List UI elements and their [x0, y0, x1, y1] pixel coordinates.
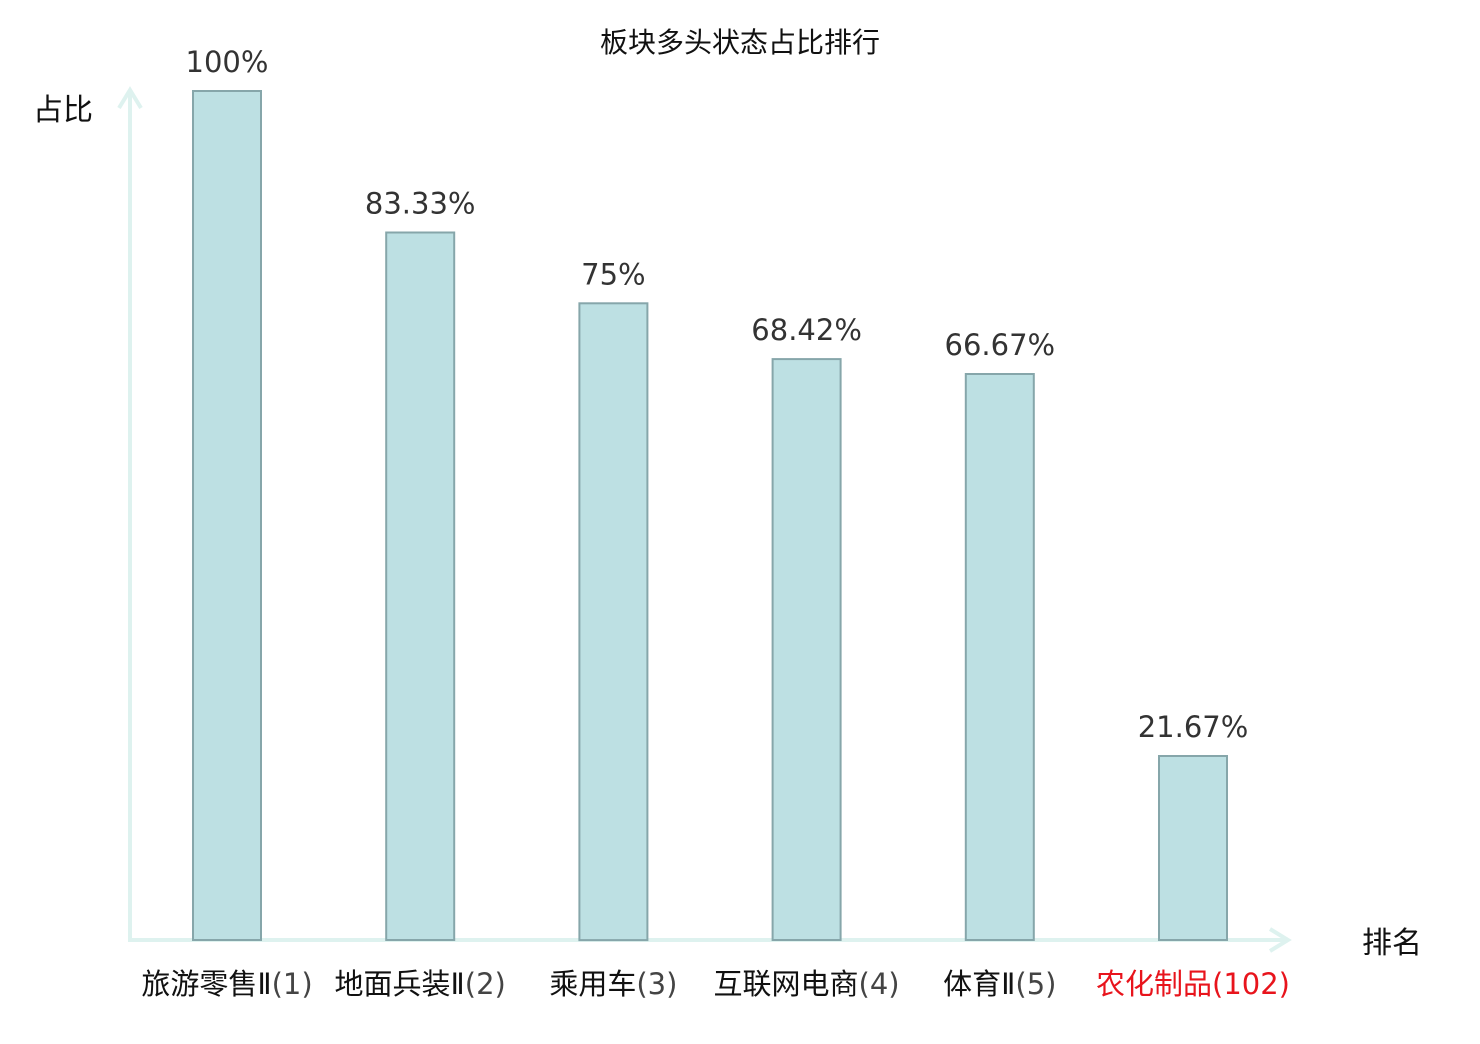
category-name: 地面兵装Ⅱ [335, 967, 465, 1001]
bar-4 [771, 358, 842, 942]
category-name: 农化制品 [1096, 967, 1212, 1001]
bar-5 [964, 373, 1035, 941]
category-tick-1: 旅游零售Ⅱ(1) [141, 967, 312, 1001]
value-label-1: 100% [186, 45, 269, 79]
value-label-5: 66.67% [945, 328, 1056, 362]
category-name: 乘用车 [549, 967, 636, 1001]
category-name: 互联网电商 [714, 967, 859, 1001]
bar-6 [1158, 755, 1228, 941]
chart-title: 板块多头状态占比排行 [600, 26, 880, 59]
category-name: 旅游零售Ⅱ [141, 967, 271, 1001]
category-rank: (5) [1015, 967, 1056, 1001]
value-label-4: 68.42% [751, 313, 862, 347]
category-rank: (2) [465, 967, 506, 1001]
bar-2 [385, 231, 456, 941]
bar-3 [578, 302, 649, 942]
category-name: 体育Ⅱ [943, 967, 1015, 1001]
category-rank: (3) [636, 967, 677, 1001]
category-rank: (102) [1212, 967, 1290, 1001]
category-ticks-group: 旅游零售Ⅱ(1) 地面兵装Ⅱ(2) 乘用车(3) 互联网电商(4) 体育Ⅱ(5) 农化制品… [141, 967, 1290, 1001]
value-label-2: 83.33% [365, 187, 476, 221]
x-axis-arrow-icon [1268, 927, 1292, 953]
value-label-6: 21.67% [1138, 710, 1249, 744]
bar-1 [192, 90, 262, 941]
category-tick-5: 体育Ⅱ(5) [943, 967, 1056, 1001]
value-labels-group: 100% 83.33% 75% 68.42% 66.67% 21.67% [186, 45, 1249, 744]
category-tick-3: 乘用车(3) [549, 967, 677, 1001]
y-axis-label: 占比 [33, 93, 93, 128]
y-axis-arrow-icon [117, 86, 143, 110]
category-tick-6: 农化制品(102) [1096, 967, 1290, 1001]
category-tick-2: 地面兵装Ⅱ(2) [335, 967, 506, 1001]
category-rank: (4) [859, 967, 900, 1001]
x-axis-label: 排名 [1362, 926, 1422, 961]
bars-group [192, 90, 1228, 942]
category-rank: (1) [272, 967, 313, 1001]
category-tick-4: 互联网电商(4) [714, 967, 900, 1001]
value-label-3: 75% [581, 257, 645, 291]
